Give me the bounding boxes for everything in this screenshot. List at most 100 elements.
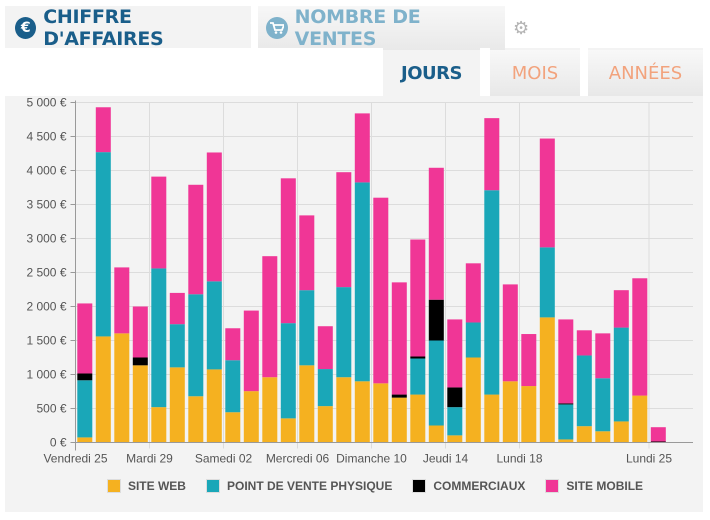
bar-segment-site-mobile[interactable] (354, 113, 370, 183)
bar-segment-site-web[interactable] (539, 317, 555, 443)
bar-segment-site-web[interactable] (632, 395, 648, 443)
bar-segment-site-web[interactable] (132, 365, 148, 443)
bar-segment-site-web[interactable] (576, 426, 592, 443)
bar-segment-site-web[interactable] (280, 418, 296, 443)
bar-segment-point-de-vente-physique[interactable] (77, 380, 93, 438)
bar-segment-site-web[interactable] (558, 439, 574, 443)
bar-segment-site-mobile[interactable] (299, 215, 315, 291)
bar-segment-site-web[interactable] (114, 333, 130, 443)
bar-segment-site-web[interactable] (243, 391, 259, 443)
tab-chiffre-affaires[interactable]: € CHIFFRE D'AFFAIRES (5, 6, 251, 50)
tab-nombre-ventes[interactable]: NOMBRE DE VENTES (258, 6, 505, 50)
bar-segment-site-mobile[interactable] (595, 333, 611, 379)
bar-segment-site-mobile[interactable] (576, 330, 592, 356)
bar-segment-point-de-vente-physique[interactable] (576, 355, 592, 427)
bar-segment-point-de-vente-physique[interactable] (558, 404, 574, 440)
bar-segment-site-mobile[interactable] (77, 303, 93, 374)
bar-segment-point-de-vente-physique[interactable] (447, 407, 463, 436)
bar-segment-site-web[interactable] (77, 437, 93, 443)
bar-segment-site-web[interactable] (354, 381, 370, 443)
bar-segment-commerciaux[interactable] (447, 387, 463, 408)
bar-segment-site-mobile[interactable] (169, 292, 185, 325)
bar-segment-site-mobile[interactable] (558, 319, 574, 404)
bar-segment-site-mobile[interactable] (225, 328, 241, 361)
bar-segment-site-mobile[interactable] (317, 326, 333, 370)
bar-segment-site-mobile[interactable] (336, 172, 352, 288)
bar-segment-point-de-vente-physique[interactable] (206, 281, 222, 370)
bar-segment-point-de-vente-physique[interactable] (225, 360, 241, 413)
tab-mois[interactable]: MOIS (490, 50, 580, 96)
bar-segment-point-de-vente-physique[interactable] (95, 152, 111, 337)
bar-segment-site-mobile[interactable] (484, 118, 500, 191)
bar-segment-point-de-vente-physique[interactable] (539, 247, 555, 318)
bar-segment-site-web[interactable] (299, 365, 315, 443)
bar-segment-site-mobile[interactable] (410, 239, 426, 357)
bar-segment-site-mobile[interactable] (465, 263, 481, 323)
bar-segment-site-mobile[interactable] (447, 319, 463, 388)
bar-segment-site-web[interactable] (225, 412, 241, 443)
bar-segment-commerciaux[interactable] (391, 394, 407, 398)
bar-segment-site-web[interactable] (410, 394, 426, 443)
bar-segment-site-web[interactable] (521, 386, 537, 443)
bar-segment-commerciaux[interactable] (558, 403, 574, 405)
bar-segment-site-mobile[interactable] (521, 334, 537, 387)
bar-segment-site-web[interactable] (595, 431, 611, 443)
bar-segment-site-mobile[interactable] (632, 278, 648, 396)
bar-segment-point-de-vente-physique[interactable] (410, 358, 426, 395)
bar-segment-site-web[interactable] (373, 383, 389, 443)
bar-segment-point-de-vente-physique[interactable] (280, 323, 296, 419)
bar-segment-site-mobile[interactable] (132, 306, 148, 358)
bar-segment-point-de-vente-physique[interactable] (169, 324, 185, 368)
bar-segment-site-web[interactable] (484, 394, 500, 443)
legend-site-mobile[interactable]: SITE MOBILE (535, 479, 643, 493)
bar-segment-site-mobile[interactable] (151, 176, 167, 269)
bar-segment-site-web[interactable] (428, 425, 444, 443)
bar-segment-site-mobile[interactable] (206, 152, 222, 282)
bar-segment-site-web[interactable] (317, 406, 333, 443)
bar-segment-site-web[interactable] (151, 407, 167, 443)
bar-segment-site-web[interactable] (188, 396, 204, 443)
bar-segment-site-web[interactable] (262, 377, 278, 443)
bar-segment-site-mobile[interactable] (650, 427, 666, 442)
bar-segment-site-web[interactable] (613, 421, 629, 443)
bar-segment-site-mobile[interactable] (391, 282, 407, 395)
bar-segment-point-de-vente-physique[interactable] (188, 294, 204, 397)
bar-segment-point-de-vente-physique[interactable] (484, 190, 500, 395)
bar-segment-point-de-vente-physique[interactable] (299, 290, 315, 366)
bar-segment-site-mobile[interactable] (428, 167, 444, 300)
bar-segment-site-web[interactable] (336, 377, 352, 443)
bar-segment-site-mobile[interactable] (114, 267, 130, 334)
bar-segment-commerciaux[interactable] (410, 356, 426, 359)
bar-segment-site-web[interactable] (95, 336, 111, 443)
gear-icon[interactable]: ⚙ (513, 18, 530, 38)
bar-segment-point-de-vente-physique[interactable] (465, 322, 481, 358)
bar-segment-point-de-vente-physique[interactable] (595, 378, 611, 432)
bar-segment-commerciaux[interactable] (428, 299, 444, 341)
bar-segment-site-mobile[interactable] (502, 284, 518, 382)
bar-segment-site-mobile[interactable] (613, 290, 629, 328)
bar-segment-commerciaux[interactable] (650, 441, 666, 443)
tab-annees[interactable]: ANNÉES (588, 50, 703, 96)
bar-segment-point-de-vente-physique[interactable] (317, 369, 333, 407)
legend-point-de-vente[interactable]: POINT DE VENTE PHYSIQUE (196, 479, 392, 493)
bar-segment-point-de-vente-physique[interactable] (151, 268, 167, 408)
bar-segment-site-mobile[interactable] (188, 184, 204, 295)
bar-segment-site-mobile[interactable] (243, 310, 259, 392)
tab-jours[interactable]: JOURS (383, 50, 480, 96)
bar-segment-site-web[interactable] (391, 397, 407, 443)
bar-segment-site-web[interactable] (169, 367, 185, 443)
bar-segment-site-mobile[interactable] (280, 178, 296, 324)
bar-segment-commerciaux[interactable] (77, 373, 93, 381)
bar-segment-site-web[interactable] (206, 369, 222, 443)
bar-segment-point-de-vente-physique[interactable] (354, 182, 370, 382)
bar-segment-commerciaux[interactable] (132, 357, 148, 366)
bar-segment-site-web[interactable] (465, 357, 481, 443)
legend-commerciaux[interactable]: COMMERCIAUX (402, 479, 525, 493)
bar-segment-point-de-vente-physique[interactable] (336, 287, 352, 378)
bar-segment-site-mobile[interactable] (262, 256, 278, 378)
bar-segment-site-web[interactable] (502, 381, 518, 443)
bar-segment-site-mobile[interactable] (373, 197, 389, 384)
bar-segment-point-de-vente-physique[interactable] (613, 327, 629, 422)
bar-segment-point-de-vente-physique[interactable] (428, 340, 444, 426)
bar-segment-site-mobile[interactable] (95, 107, 111, 153)
